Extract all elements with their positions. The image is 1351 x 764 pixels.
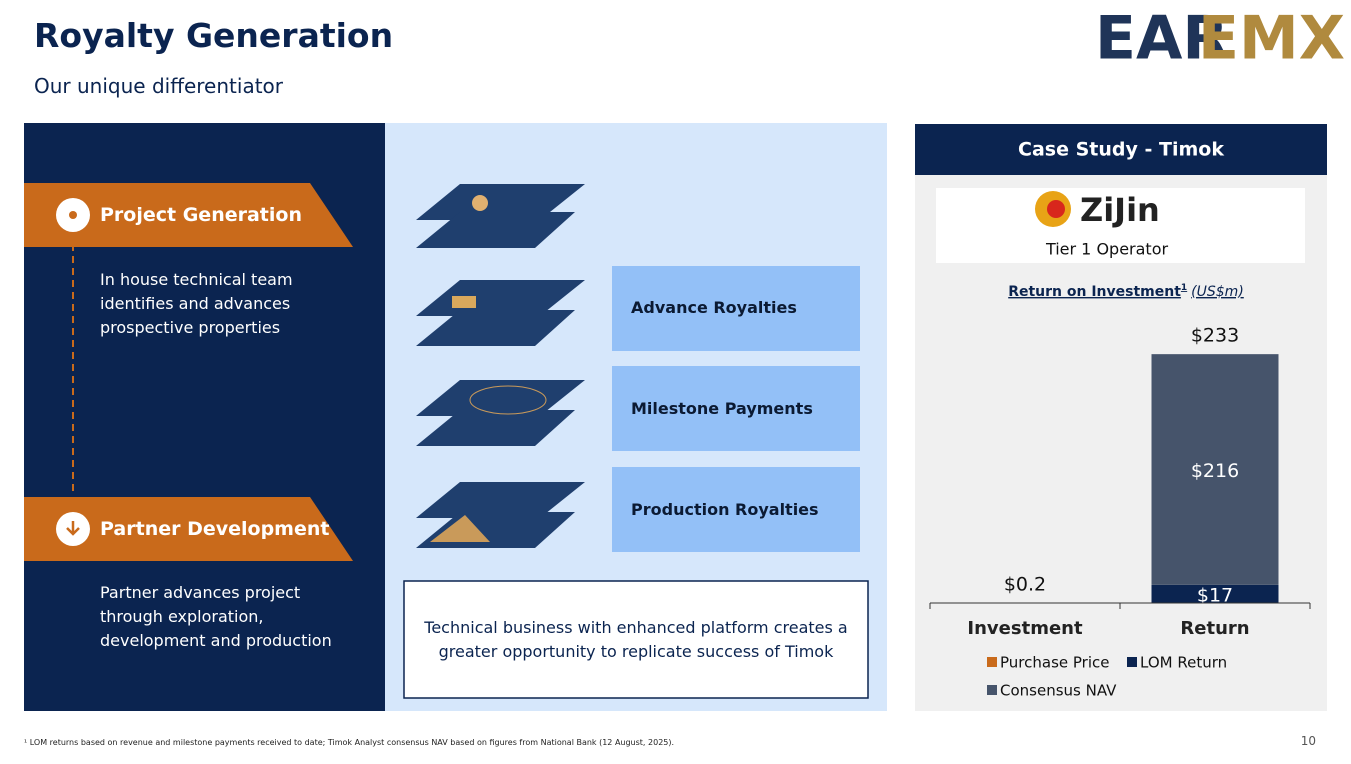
map-icons [416, 184, 585, 548]
summary: Technical business with enhanced platfor… [424, 618, 848, 661]
legend-label: Consensus NAV [1000, 682, 1117, 700]
stream-box [612, 467, 860, 552]
map-layer [416, 184, 585, 220]
step-text: Partner advances project through explora… [100, 583, 332, 650]
logo: EMX [1198, 4, 1345, 74]
summary-box [403, 580, 869, 699]
value-label: $17 [1197, 584, 1233, 606]
bar-segment [1151, 584, 1279, 603]
block [452, 296, 476, 308]
operator-logo: ZiJin [1080, 191, 1160, 229]
logo: EAR [1095, 4, 1229, 74]
chart-title: Return on Investment1 (US$m) [1008, 283, 1244, 301]
footnote: ¹ LOM returns based on revenue and miles… [24, 738, 675, 747]
zijin-mark [1047, 200, 1065, 218]
legend-swatch [987, 657, 997, 667]
legend-swatch [987, 685, 997, 695]
legend-label: LOM Return [1140, 654, 1227, 672]
stream-box [612, 266, 860, 351]
x-tick-label: Investment [967, 618, 1083, 639]
x-tick-label: Return [1180, 618, 1249, 639]
chart-unit: (US$m) [1191, 284, 1244, 300]
title: Royalty Generation [34, 16, 394, 55]
step-title: Project Generation [100, 204, 302, 226]
operator-box [936, 188, 1305, 263]
stream: Milestone Payments [631, 399, 813, 418]
chart-title-main: Return on Investment [1008, 284, 1181, 300]
icon [69, 211, 77, 219]
map-layer [416, 380, 585, 416]
step-title: Partner Development [100, 518, 330, 540]
heap [430, 515, 490, 542]
icon [66, 521, 80, 536]
banner [24, 497, 353, 561]
step-text: In house technical team identifies and a… [100, 270, 293, 337]
operator: Tier 1 Operator [1045, 240, 1169, 259]
legend-label: Purchase Price [1000, 654, 1109, 672]
map-layer [416, 410, 575, 446]
legend-swatch [1127, 657, 1137, 667]
map-layer [416, 212, 575, 248]
banner [24, 183, 353, 247]
subtitle: Our unique differentiator [34, 74, 283, 98]
stream-box [612, 366, 860, 451]
value-label: $216 [1191, 460, 1239, 482]
pin [472, 195, 488, 211]
chart-title-note: 1 [1181, 283, 1187, 293]
stream: Production Royalties [631, 500, 819, 519]
value-label: $0.2 [1004, 573, 1046, 595]
stream: Advance Royalties [631, 298, 797, 317]
map-layer [416, 310, 575, 346]
map-layer [416, 482, 585, 518]
case-header [915, 124, 1327, 175]
contour [469, 385, 547, 415]
case-title: Case Study - Timok [1018, 139, 1224, 161]
total-label: $233 [1191, 325, 1239, 347]
bar-segment [1151, 354, 1279, 585]
page-number: 10 [1300, 734, 1316, 748]
chart: $0.2 Investment $17 $216 $233 Return Purchase … [929, 325, 1311, 700]
